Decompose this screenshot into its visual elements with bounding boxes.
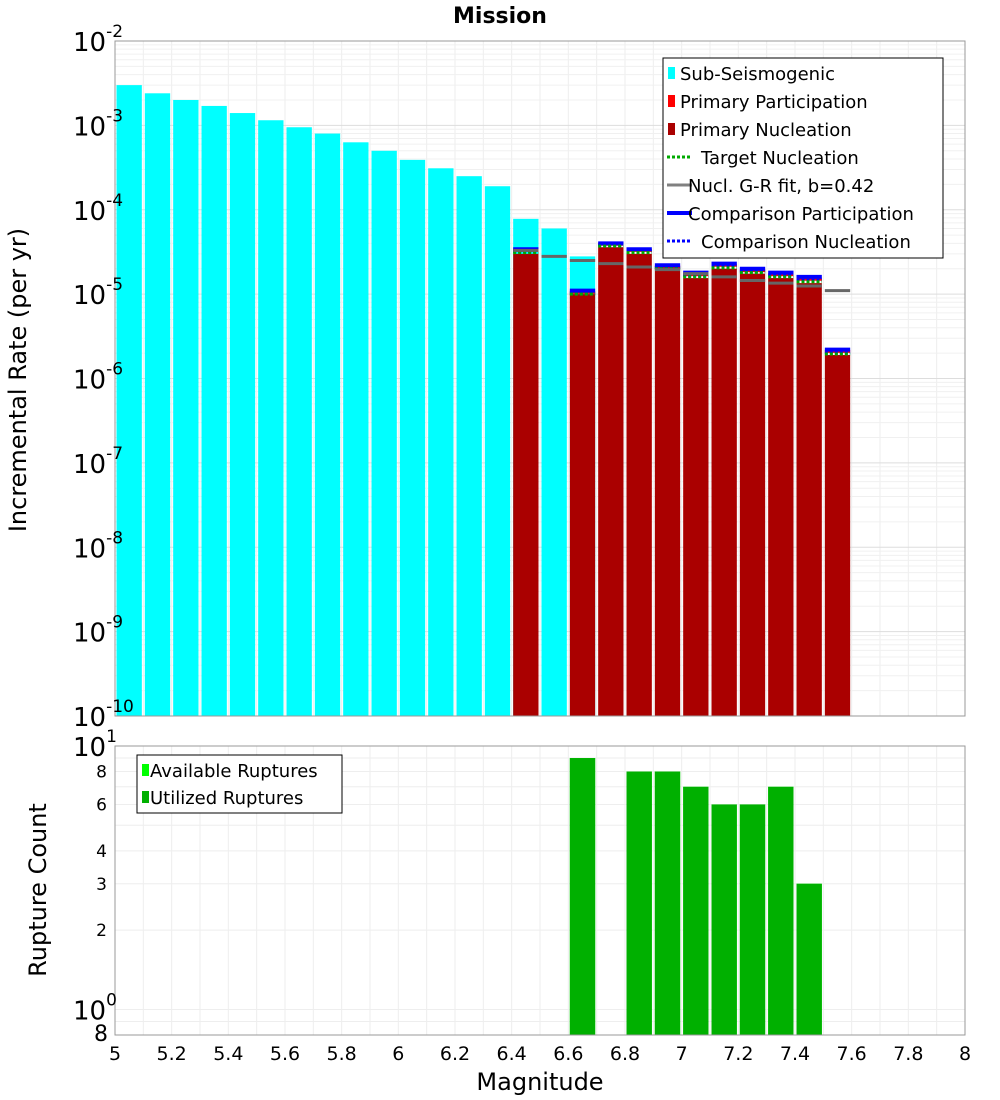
x-tick-label: 5.8: [327, 1043, 357, 1065]
chart-title: Mission: [453, 4, 547, 29]
x-axis: 5 5.2 5.4 5.6 5.8 6 6.2 6.4 6.6 6.8 7 7.2 7.4 7.6 7.8 8: [109, 1043, 971, 1065]
bottom-legend: Available Ruptures Utilized Ruptures: [136, 754, 343, 814]
top-y-tick-label: 10-6: [73, 360, 123, 396]
utilized-ruptures-bar: [796, 883, 822, 1035]
bottom-y-axis-label: Rupture Count: [24, 803, 52, 977]
top-legend: Sub-Seismogenic Primary Participation Prim…: [662, 57, 944, 259]
x-tick-label: 7.4: [780, 1043, 810, 1065]
primary-nucleation-bar: [683, 278, 709, 716]
sub-seismogenic-bar: [286, 127, 312, 716]
primary-nucleation-bar: [711, 268, 737, 716]
sub-seismogenic-bar: [399, 159, 426, 717]
legend-entry-comparison-participation: Comparison Participation: [688, 204, 914, 225]
legend-entry-utilized-ruptures: Utilized Ruptures: [150, 788, 303, 809]
legend-entry-nucl-g-r-fit-b-0-42: Nucl. G-R fit, b=0.42: [688, 176, 874, 197]
sub-seismogenic-bar: [258, 120, 284, 717]
top-y-tick-label: 10-3: [73, 106, 123, 142]
sub-seismogenic-bar: [484, 186, 511, 716]
primary-nucleation-bar: [824, 354, 851, 716]
bottom-y-decade-label: 101: [73, 727, 117, 763]
bottom-y-tick-label: 8: [94, 1022, 108, 1047]
x-tick-label: 6.8: [610, 1043, 640, 1065]
primary-nucleation-bar: [654, 270, 681, 716]
x-tick-label: 5: [109, 1043, 121, 1065]
legend-entry-primary-participation: Primary Participation: [680, 92, 868, 113]
utilized-ruptures-bar: [768, 786, 794, 1035]
sub-seismogenic-bar: [229, 113, 256, 716]
x-tick-label: 6.4: [497, 1043, 527, 1065]
bottom-y-tick-label: 6: [96, 795, 107, 815]
top-grid: [114, 41, 966, 717]
sub-seismogenic-bar: [314, 133, 341, 717]
top-lines: [513, 241, 851, 356]
bottom-y-decade-label: 100: [73, 990, 117, 1026]
top-y-tick-label: 10-8: [73, 528, 123, 564]
legend-entry-target-nucleation: Target Nucleation: [700, 148, 859, 169]
sub-seismogenic-bar: [116, 85, 142, 716]
utilized-ruptures-bar: [683, 786, 709, 1035]
top-y-tick-label: 10-9: [73, 613, 123, 649]
utilized-ruptures-bar: [569, 758, 596, 1035]
x-tick-label: 7.2: [723, 1043, 753, 1065]
primary-nucleation-bar: [739, 273, 766, 716]
sub-seismogenic-bar: [456, 176, 482, 716]
top-y-tick-label: 10-5: [73, 275, 123, 311]
primary-nucleation-bar: [513, 253, 539, 716]
bottom-y-tick-label: 4: [96, 842, 107, 862]
primary-nucleation-bar: [569, 294, 596, 716]
sub-seismogenic-bar: [173, 99, 199, 717]
x-tick-label: 6.2: [440, 1043, 470, 1065]
top-y-tick-label: 10-4: [73, 191, 123, 227]
x-tick-label: 5.6: [270, 1043, 300, 1065]
bottom-plot-frame: [114, 745, 966, 1036]
sub-seismogenic-bar: [343, 142, 369, 716]
legend-entry-comparison-nucleation: Comparison Nucleation: [701, 232, 911, 253]
legend-entry-sub-seismogenic: Sub-Seismogenic: [680, 64, 835, 85]
legend-entry-available-ruptures: Available Ruptures: [150, 761, 318, 782]
top-y-axis-label: Incremental Rate (per yr): [4, 228, 32, 532]
x-tick-label: 7.6: [837, 1043, 867, 1065]
sub-seismogenic-bar: [371, 150, 397, 716]
primary-nucleation-bar: [598, 247, 624, 716]
primary-nucleation-bar: [796, 283, 822, 716]
sub-seismogenic-bar: [201, 105, 227, 717]
top-y-axis: 10-2 10-3 10-4 10-5 10-6 10-7 10-8 10-9 10-10: [73, 22, 134, 733]
utilized-ruptures-bar: [654, 771, 681, 1035]
bottom-y-tick-label: 8: [96, 763, 107, 783]
x-tick-label: 5.2: [157, 1043, 187, 1065]
sub-seismogenic-bar: [541, 228, 567, 716]
bottom-grid: [114, 745, 966, 1036]
top-plot-frame: [114, 40, 966, 717]
primary-nucleation-bar: [768, 278, 794, 716]
primary-nucleation-bar: [626, 253, 652, 716]
legend-entry-primary-nucleation: Primary Nucleation: [680, 120, 852, 141]
top-bars: [116, 85, 851, 717]
utilized-ruptures-bar: [711, 804, 737, 1035]
top-y-tick-label: 10-2: [73, 22, 123, 58]
top-y-tick-label: 10-7: [73, 444, 123, 480]
x-axis-label: Magnitude: [476, 1068, 603, 1096]
sub-seismogenic-bar: [428, 168, 454, 716]
utilized-ruptures-bar: [739, 804, 766, 1035]
bottom-y-tick-label: 3: [96, 875, 107, 895]
utilized-ruptures-bar: [626, 771, 652, 1035]
x-tick-label: 6.6: [553, 1043, 583, 1065]
x-tick-label: 8: [959, 1043, 971, 1065]
bottom-bars: [569, 758, 822, 1035]
bottom-y-tick-label: 2: [96, 921, 107, 941]
x-tick-label: 5.4: [213, 1043, 243, 1065]
x-tick-label: 6: [392, 1043, 404, 1065]
sub-seismogenic-bar: [144, 93, 171, 716]
x-tick-label: 7.8: [893, 1043, 923, 1065]
x-tick-label: 7: [676, 1043, 688, 1065]
top-y-tick-label: 10-10: [73, 697, 134, 733]
